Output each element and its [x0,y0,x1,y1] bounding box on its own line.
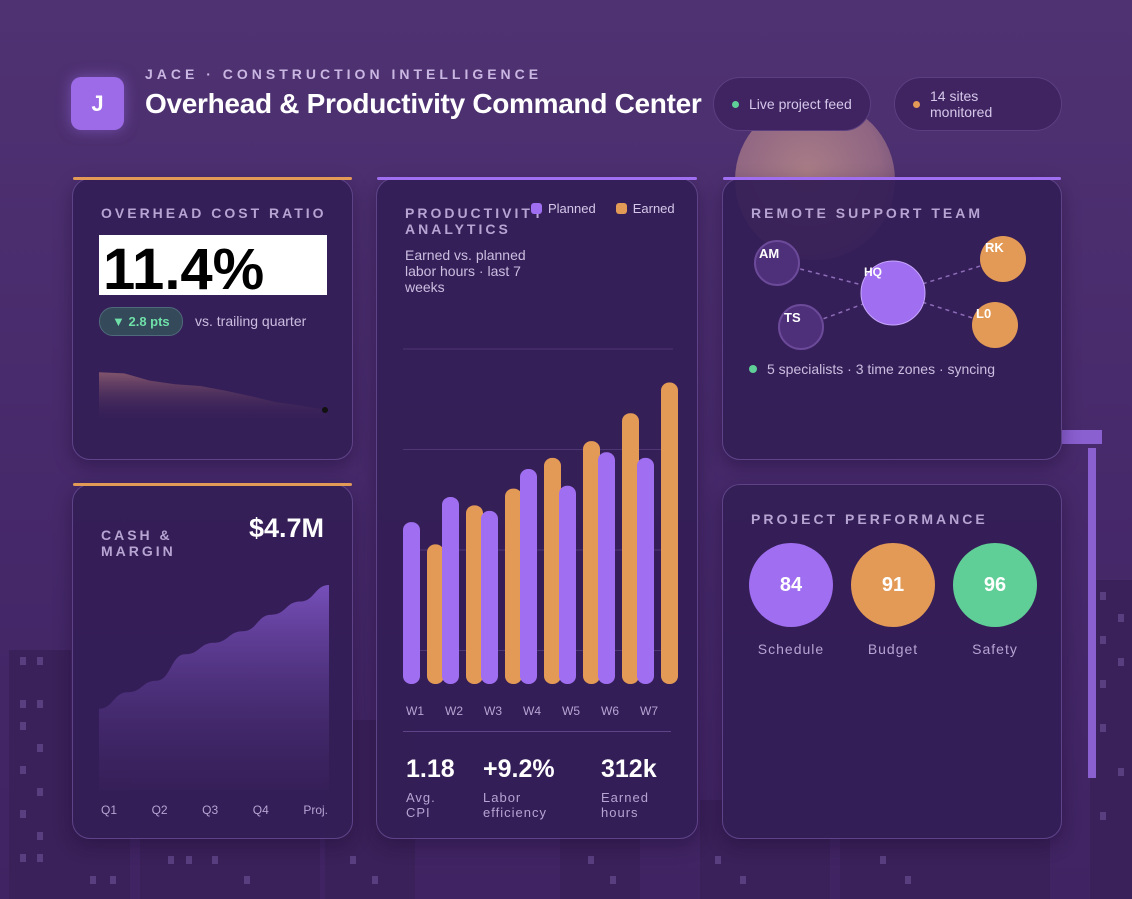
cash-title: CASH & MARGIN [101,527,176,559]
cash-tick-label: Proj. [303,803,328,817]
bar-earned-w5[interactable] [583,441,600,684]
logo-letter: J [91,90,104,116]
bar-planned-w1[interactable] [403,522,420,684]
legend-planned-label: Planned [548,201,596,216]
overhead-card: OVERHEAD COST RATIO 11.4% ▼ 2.8 pts vs. … [72,177,353,460]
score-budget[interactable]: 91 [851,543,935,627]
stat-earned-hours-label: Earned hours [601,790,649,820]
stat-cpi: 1.18 Avg. CPI [406,755,455,820]
cash-value: $4.7M [248,513,324,543]
legend-earned-swatch [615,203,627,214]
stats-divider [403,731,671,732]
stat-labor-efficiency: +9.2% Labor efficiency [483,755,563,820]
stat-earned-hours: 312k Earned hours [601,755,661,820]
sites-monitored-pill[interactable]: 14 sites monitored [894,77,1062,131]
app-eyebrow: JACE · CONSTRUCTION INTELLIGENCE [145,66,543,82]
stat-labor-efficiency-value: +9.2% [483,755,555,783]
team-node-ts[interactable]: TS [784,310,801,325]
cash-tick-label: Q2 [151,803,168,817]
score-safety[interactable]: 96 [953,543,1037,627]
bar-earned-w4[interactable] [544,457,561,684]
team-card: REMOTE SUPPORT TEAM AM HQ RK TS L0 5 spe… [722,177,1062,460]
overhead-value-box: 11.4% [99,235,327,295]
stat-labor-efficiency-label: Labor efficiency [483,790,547,820]
bar-planned-w3[interactable] [481,510,498,684]
team-status-text: 5 specialists · 3 time zones · syncing [767,361,995,377]
cash-tick-label: Q1 [101,803,118,817]
performance-title: PROJECT PERFORMANCE [751,511,988,527]
cash-card: CASH & MARGIN $4.7M Q1 Q2 Q3 Q4 Proj. [72,483,353,839]
cash-tick-label: Q4 [252,803,269,817]
team-node-rk[interactable]: RK [985,240,1004,255]
team-status: 5 specialists · 3 time zones · syncing [749,361,995,377]
live-feed-pill[interactable]: Live project feed [713,77,871,131]
app-logo[interactable]: J [71,77,124,130]
bar-earned-w1[interactable] [427,544,444,684]
team-network [754,236,1026,350]
x-tick-w6: W6 [601,704,619,718]
page-title: Overhead & Productivity Command Center [145,88,702,119]
score-schedule-label: Schedule [757,641,825,657]
bar-planned-w5[interactable] [559,485,576,684]
overhead-value: 11.4% [103,237,265,296]
score-safety-label: Safety [972,641,1018,657]
cash-trend-area [99,585,329,790]
bar-planned-w4[interactable] [520,469,537,684]
score-schedule[interactable]: 84 [749,543,833,627]
sites-status-dot [913,100,920,108]
stat-cpi-label: Avg. CPI [406,790,436,820]
productivity-subtitle: Earned vs. planned labor hours · last 7 … [405,247,526,295]
bar-earned-w2[interactable] [466,505,483,684]
bar-planned-w7[interactable] [637,457,654,684]
team-node-am[interactable]: AM [759,246,780,261]
stat-earned-hours-value: 312k [601,755,657,783]
productivity-title: PRODUCTIVITY ANALYTICS [405,205,545,237]
overhead-delta-caption: vs. trailing quarter [195,313,307,329]
x-tick-w1: W1 [406,704,424,718]
legend-planned-swatch [531,203,542,214]
bar-planned-w6[interactable] [598,452,615,684]
card-accent [377,177,697,180]
bar-earned-w7[interactable] [661,382,678,685]
productivity-card: PRODUCTIVITY ANALYTICS Planned Earned Ea… [376,177,698,839]
legend-planned: Planned Earned [531,201,675,216]
team-node-hq[interactable]: HQ [864,265,882,279]
sites-monitored-label: 14 sites monitored [930,88,993,120]
overhead-trend-endpoint [322,407,328,413]
overhead-trend-area [99,372,327,419]
cash-trend-chart [99,585,329,790]
productivity-bar-chart: W1 W2 W3 W4 W5 W6 W7 [403,348,678,718]
overhead-title: OVERHEAD COST RATIO [101,205,327,221]
legend-earned-label: Earned [632,201,675,216]
team-node-l0[interactable]: L0 [976,306,992,321]
x-tick-w7: W7 [640,704,658,718]
cash-x-axis: Q1 Q2 Q3 Q4 Proj. [101,803,328,817]
team-status-dot [749,365,757,373]
overhead-delta-badge: ▼ 2.8 pts [99,307,183,336]
performance-card: PROJECT PERFORMANCE 84 91 96 Schedule Bu… [722,484,1062,839]
x-tick-w5: W5 [562,704,580,718]
bar-planned-w2[interactable] [442,496,459,684]
team-title: REMOTE SUPPORT TEAM [751,205,984,221]
bar-earned-w6[interactable] [622,413,639,684]
x-tick-w3: W3 [484,704,502,718]
overhead-delta: ▼ 2.8 pts [112,314,170,329]
live-status-dot [732,100,739,108]
card-accent [73,483,352,486]
x-tick-w2: W2 [445,704,463,718]
card-accent [73,177,352,180]
overhead-trend-chart [99,372,328,419]
stat-cpi-value: 1.18 [406,755,455,783]
live-feed-label: Live project feed [749,96,852,112]
score-budget-label: Budget [867,641,919,657]
x-tick-w4: W4 [523,704,541,718]
card-accent [723,177,1061,180]
cash-tick-label: Q3 [202,803,219,817]
bar-earned-w3[interactable] [505,488,522,684]
